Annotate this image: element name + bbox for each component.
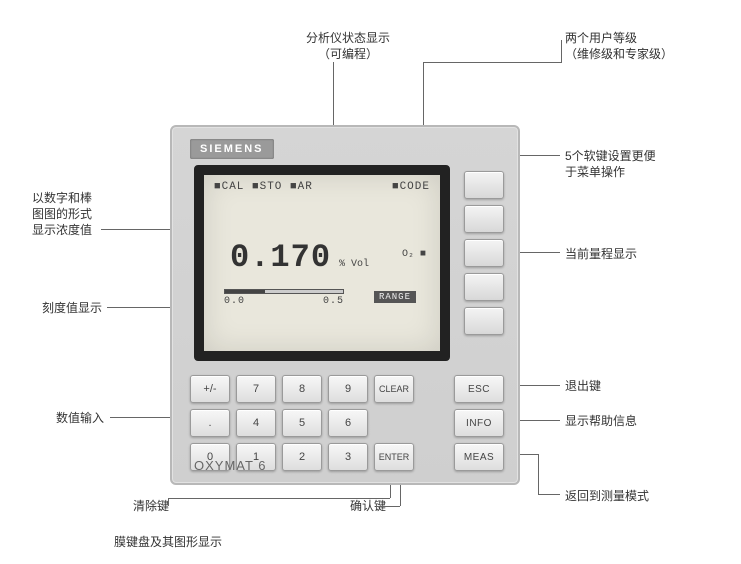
key-2[interactable]: 2 — [282, 443, 322, 471]
key-6[interactable]: 6 — [328, 409, 368, 437]
lcd-screen: ■CAL ■STO ■AR ■CODE 0.170 % Vol O₂ ■ 0.0… — [194, 165, 450, 361]
function-keys: ESC INFO MEAS — [454, 375, 504, 471]
label-help-info: 显示帮助信息 — [565, 413, 637, 429]
softkey-4[interactable] — [464, 273, 504, 301]
label-status-display: 分析仪状态显示 （可编程） — [306, 30, 390, 62]
label-return-measure: 返回到测量模式 — [565, 488, 649, 504]
bargraph: 0.0 0.5 — [224, 289, 344, 307]
clear-key[interactable]: CLEAR — [374, 375, 414, 403]
gas-label: O₂ ■ — [402, 249, 426, 260]
status-indicators: ■CAL ■STO ■AR — [214, 181, 313, 193]
dot-key[interactable]: . — [190, 409, 230, 437]
label-exit-key: 退出键 — [565, 378, 601, 394]
softkey-2[interactable] — [464, 205, 504, 233]
range-indicator: RANGE — [374, 291, 416, 303]
esc-key[interactable]: ESC — [454, 375, 504, 403]
key-3[interactable]: 3 — [328, 443, 368, 471]
device-panel: SIEMENS ■CAL ■STO ■AR ■CODE 0.170 % Vol … — [170, 125, 520, 485]
key-7[interactable]: 7 — [236, 375, 276, 403]
bar-max: 0.5 — [323, 296, 344, 307]
model-label: OXYMAT 6 — [194, 458, 267, 473]
label-clear-key: 清除键 — [133, 498, 169, 514]
measurement-value: 0.170 — [230, 239, 331, 276]
softkey-1[interactable] — [464, 171, 504, 199]
key-9[interactable]: 9 — [328, 375, 368, 403]
label-concentration: 以数字和棒 图图的形式 显示浓度值 — [32, 190, 92, 239]
label-scale-display: 刻度值显示 — [42, 300, 102, 316]
measurement-unit: % Vol — [339, 259, 369, 270]
info-key[interactable]: INFO — [454, 409, 504, 437]
key-8[interactable]: 8 — [282, 375, 322, 403]
bar-min: 0.0 — [224, 296, 245, 307]
softkey-3[interactable] — [464, 239, 504, 267]
label-range-display: 当前量程显示 — [565, 246, 637, 262]
softkey-5[interactable] — [464, 307, 504, 335]
brand-logo: SIEMENS — [190, 139, 274, 159]
code-indicator: ■CODE — [392, 181, 430, 193]
label-caption: 膜键盘及其图形显示 — [114, 534, 222, 550]
key-4[interactable]: 4 — [236, 409, 276, 437]
numeric-keypad: +/-789CLEAR.4560123ENTER — [190, 375, 414, 471]
sign-key[interactable]: +/- — [190, 375, 230, 403]
label-softkeys: 5个软键设置更便 于菜单操作 — [565, 148, 656, 180]
key-5[interactable]: 5 — [282, 409, 322, 437]
softkey-column — [464, 171, 504, 335]
label-user-levels: 两个用户等级 （维修级和专家级） — [565, 30, 673, 62]
label-numeric-input: 数值输入 — [56, 410, 104, 426]
meas-key[interactable]: MEAS — [454, 443, 504, 471]
enter-key[interactable]: ENTER — [374, 443, 414, 471]
